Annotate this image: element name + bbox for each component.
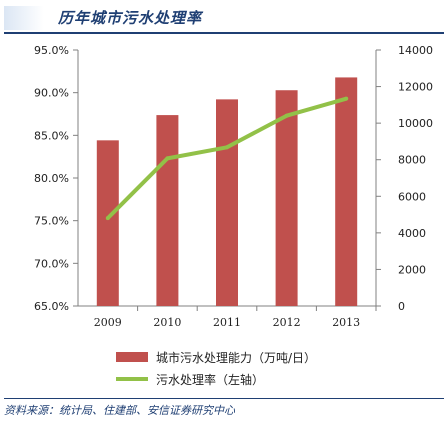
right-tick-label: 14000 [398, 44, 433, 57]
right-tick-label: 0 [398, 300, 405, 313]
left-tick-label: 65.0% [34, 300, 69, 313]
line-point [105, 216, 110, 221]
bar [96, 140, 119, 306]
bar [335, 77, 358, 306]
bars [96, 77, 358, 307]
line-point [344, 96, 349, 101]
legend-swatch-bar [116, 352, 148, 362]
legend-swatch-line [116, 377, 148, 381]
left-tick-label: 80.0% [34, 172, 69, 185]
left-tick-label: 95.0% [34, 44, 69, 57]
line-series [105, 96, 349, 221]
bar [275, 90, 298, 306]
legend-label-bar: 城市污水处理能力（万吨/日） [156, 350, 317, 365]
bar [156, 115, 179, 307]
line-point [225, 145, 229, 150]
right-tick-label: 10000 [398, 117, 433, 130]
legend-item-bar: 城市污水处理能力（万吨/日） [116, 346, 416, 368]
axis-labels: 65.0% 70.0% 75.0% 80.0% 85.0% 90.0% 95.0% 0 2000… [34, 44, 433, 329]
left-tick-label: 70.0% [34, 257, 69, 270]
chart-title: 历年城市污水处理率 [58, 9, 203, 27]
title-bar: 历年城市污水处理率 [0, 0, 448, 34]
right-tick-label: 4000 [398, 227, 426, 240]
legend-item-line: 污水处理率（左轴） [116, 368, 416, 390]
left-tick-label: 90.0% [34, 87, 69, 100]
legend-label-line: 污水处理率（左轴） [156, 372, 265, 387]
source-note: 资料来源：统计局、住建部、安信证券研究中心 [4, 398, 444, 418]
left-tick-label: 75.0% [34, 215, 69, 228]
line-point [165, 156, 170, 161]
bar [216, 99, 238, 306]
right-tick-label: 12000 [398, 81, 433, 94]
x-tick-label: 2013 [332, 316, 360, 329]
right-tick-label: 8000 [398, 154, 426, 167]
right-tick-label: 2000 [398, 263, 426, 276]
line-point [284, 113, 289, 118]
title-accent [4, 6, 44, 30]
x-tick-label: 2009 [94, 316, 122, 329]
x-tick-label: 2012 [273, 316, 301, 329]
title-underline [4, 32, 444, 34]
chart: 65.0% 70.0% 75.0% 80.0% 85.0% 90.0% 95.0% 0 2000… [34, 44, 433, 329]
x-tick-label: 2010 [153, 316, 181, 329]
x-tick-label: 2011 [213, 316, 241, 329]
left-tick-label: 85.0% [34, 129, 69, 142]
right-tick-label: 6000 [398, 190, 426, 203]
legend: 城市污水处理能力（万吨/日） 污水处理率（左轴） [116, 346, 416, 390]
